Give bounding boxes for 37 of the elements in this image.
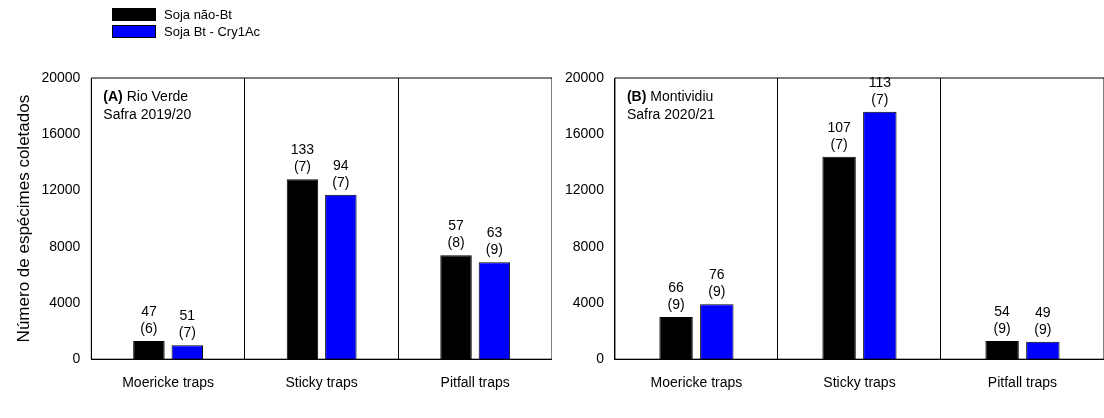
x-tick-label: Moericke traps (650, 374, 743, 391)
annotation: 94 (7) (332, 156, 350, 190)
annotation: 54 (9) (993, 302, 1011, 336)
y-tick-label: 0 (596, 350, 605, 367)
y-axis-title: Número de espécimes coletados (13, 94, 33, 343)
annotation: 47 (6) (140, 302, 158, 336)
legend-label: Soja Bt - Cry1Ac (164, 24, 261, 39)
y-tick-label: 0 (72, 350, 81, 367)
y-tick-label: 8000 (572, 237, 605, 254)
annotation: 51 (7) (178, 307, 196, 341)
legend-label: Soja não-Bt (164, 7, 232, 22)
y-tick-label: 4000 (49, 293, 81, 310)
text: Safra 2019/20 (103, 105, 192, 122)
text: (A) Rio Verde (103, 87, 189, 104)
annotation: 107 (7) (827, 118, 851, 152)
y-tick-label: 8000 (49, 237, 81, 254)
y-tick-label: 16000 (564, 125, 605, 142)
y-tick-label: 12000 (41, 181, 81, 198)
y-tick-label: 4000 (572, 293, 605, 310)
text: (B) Montividiu (626, 87, 714, 104)
y-tick-label: 12000 (564, 181, 605, 198)
x-tick-label: Pitfall traps (987, 374, 1058, 391)
annotation: 57 (8) (447, 217, 465, 251)
y-tick-label: 20000 (41, 68, 81, 85)
x-tick-label: Sticky traps (285, 374, 358, 391)
text: Safra 2020/21 (626, 105, 716, 122)
x-tick-label: Pitfall traps (440, 374, 510, 391)
annotation: 66 (9) (667, 279, 685, 313)
y-tick-label: 16000 (41, 125, 81, 142)
annotation: 133 (7) (290, 141, 315, 175)
annotation: 49 (9) (1034, 303, 1052, 337)
annotation: 113 (7) (868, 73, 892, 107)
x-tick-label: Sticky traps (823, 374, 896, 391)
x-tick-label: Moericke traps (122, 374, 215, 391)
y-tick-label: 20000 (564, 68, 605, 85)
annotation: 76 (9) (708, 266, 726, 300)
annotation: 63 (9) (485, 224, 503, 258)
